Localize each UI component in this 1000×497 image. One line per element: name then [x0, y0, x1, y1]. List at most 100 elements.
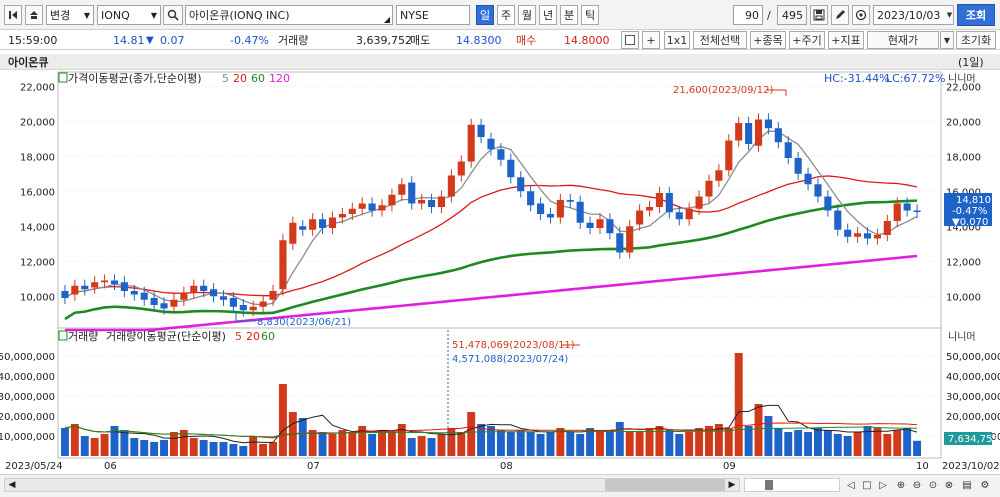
zoom-slider-handle[interactable] — [765, 480, 773, 490]
volume-bar — [744, 426, 753, 456]
volume-axis-tag[interactable]: 니니머 — [948, 331, 976, 343]
add-period-button[interactable]: +주기 — [789, 31, 825, 49]
pencil-icon[interactable] — [831, 5, 849, 25]
tab-month[interactable]: 월 — [518, 5, 536, 25]
triangle-left-icon[interactable]: ◁ — [847, 479, 855, 491]
plus-button[interactable]: + — [642, 31, 660, 49]
mode-select[interactable]: 변경 ▼ — [46, 5, 94, 25]
price-tick-left-1: 12,000 — [20, 257, 55, 268]
checkbox-icon[interactable] — [621, 31, 639, 49]
volume-bar — [705, 426, 713, 456]
tab-tick[interactable]: 틱 — [581, 5, 599, 25]
price-type-select[interactable]: 현재가 — [867, 31, 939, 49]
candle-body — [695, 196, 703, 209]
price-tick-left-2: 14,000 — [20, 222, 55, 233]
candle-body — [110, 280, 119, 284]
skip-first-icon[interactable] — [4, 5, 22, 25]
volume-bar — [209, 442, 218, 456]
volume-bar — [259, 444, 268, 456]
zoom-reset-icon[interactable]: ⊙ — [928, 479, 938, 491]
high-label: 21,600(2023/09/12) — [673, 85, 774, 96]
candle-body — [318, 219, 327, 228]
volume-bar — [526, 432, 535, 456]
ma60-label: 60 — [251, 72, 265, 85]
zoom-out-icon[interactable]: ⊖ — [912, 479, 922, 491]
select-all-button[interactable]: 전체선택 — [693, 31, 747, 49]
candle-body — [626, 226, 634, 253]
add-indicator-button[interactable]: +지표 — [828, 31, 864, 49]
quote-change-pct: -0.47% — [230, 33, 269, 47]
candle-body — [358, 203, 366, 209]
volume-bar — [368, 434, 377, 456]
volume-bar — [536, 434, 545, 456]
candle-body — [249, 306, 257, 311]
volume-bar — [407, 438, 416, 456]
gear-icon[interactable] — [852, 5, 870, 25]
candle-body — [269, 291, 277, 300]
calendar-icon[interactable]: ▼ — [946, 5, 954, 25]
panel-toggle-icon[interactable] — [58, 72, 68, 83]
volume-bar — [714, 424, 723, 456]
triangle-right-icon[interactable]: ▷ — [879, 479, 887, 491]
scroll-left-icon[interactable]: ◀ — [8, 480, 16, 490]
price-tick-right-1: 12,000 — [946, 257, 981, 268]
count-input[interactable]: 90 — [733, 5, 763, 25]
volume-bar — [516, 430, 525, 456]
stock-chart[interactable]: 10,000 10,000 12,000 12,000 14,000 14,000 16,0… — [0, 70, 1000, 473]
candle-body — [467, 124, 475, 162]
horizontal-scrollbar[interactable]: ◀ ▶ — [4, 478, 740, 492]
price-tick-left-0: 10,000 — [20, 292, 55, 303]
price-axis-tag[interactable]: 니니머 — [948, 73, 976, 85]
candle-body — [616, 233, 624, 253]
query-button[interactable]: 조회 — [957, 4, 995, 26]
scroll-thumb[interactable] — [605, 479, 725, 491]
date-input[interactable]: 2023/10/03 — [873, 5, 947, 25]
volume-bar — [596, 430, 604, 456]
tab-minute[interactable]: 분 — [560, 5, 578, 25]
last-price-value: 14,810 — [956, 195, 991, 206]
quote-bar: 15:59:00 14.81 ▼ 0.07 -0.47% 거래량 3,639,7… — [0, 30, 1000, 50]
square-icon[interactable]: □ — [862, 479, 872, 491]
tab-day[interactable]: 일 — [476, 5, 494, 25]
ratio-button[interactable]: 1x1 — [664, 31, 690, 49]
volume-bar — [873, 428, 882, 456]
candle-body — [764, 119, 772, 129]
chevron-down-icon[interactable]: ▼ — [940, 31, 954, 49]
candle-body — [437, 196, 446, 207]
search-icon[interactable] — [163, 5, 183, 25]
zoom-slider[interactable] — [744, 478, 840, 492]
vma5-label: 5 — [235, 330, 242, 343]
scroll-right-icon[interactable]: ▶ — [728, 480, 736, 490]
volume-bar — [625, 432, 634, 456]
floppy-disk-icon[interactable] — [810, 5, 828, 25]
panel-toggle-icon[interactable] — [58, 330, 68, 341]
candle-body — [546, 214, 555, 218]
stock-name-field[interactable]: 아이온큐(IONQ INC) ◢ — [185, 5, 393, 25]
volume-bar — [853, 432, 862, 456]
zoom-in-icon[interactable]: ⊕ — [896, 479, 906, 491]
home-icon[interactable] — [25, 5, 43, 25]
candle-body — [893, 203, 901, 221]
volume-bar — [318, 432, 327, 456]
volume-bar — [239, 446, 248, 456]
candle-body — [61, 291, 69, 298]
reset-button[interactable]: 초기화 — [956, 31, 996, 49]
tab-year[interactable]: 년 — [539, 5, 557, 25]
chart-settings-icon[interactable]: ⚙ — [980, 479, 990, 491]
candle-body — [913, 210, 921, 213]
volume-title: 거래량 — [68, 330, 98, 343]
zoom-fit-icon[interactable]: ⊗ — [944, 479, 954, 491]
add-item-button[interactable]: +종목 — [750, 31, 786, 49]
tab-week[interactable]: 주 — [497, 5, 515, 25]
volume-bar — [120, 430, 129, 456]
volume-bar — [804, 432, 813, 456]
candle-body — [239, 305, 247, 311]
symbol-code-input[interactable]: IONQ ▼ — [97, 5, 161, 25]
volume-bar — [130, 438, 139, 456]
candle-body — [804, 173, 812, 185]
volume-bar — [169, 432, 178, 456]
vma5-line — [64, 404, 918, 444]
candle-body — [645, 207, 654, 211]
volume-tick-left-4: 50,000,000 — [0, 352, 55, 363]
print-icon[interactable]: ▤ — [962, 479, 972, 491]
